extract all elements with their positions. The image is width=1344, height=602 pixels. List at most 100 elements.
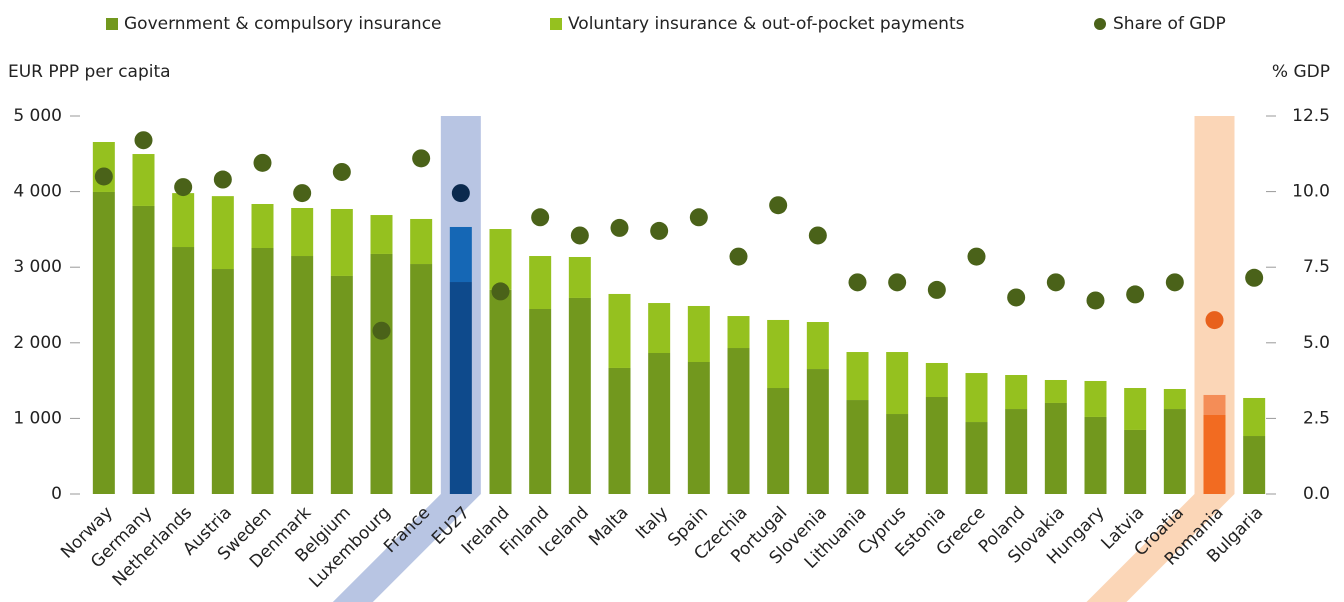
gdp-dot xyxy=(1046,273,1065,292)
legend-marker xyxy=(550,18,562,30)
bar xyxy=(767,319,790,389)
y2-axis-label: % GDP xyxy=(1272,62,1330,82)
bar xyxy=(767,388,790,494)
y2-tick-label: 10.0 xyxy=(1292,182,1330,202)
gdp-dot xyxy=(610,218,629,237)
gdp-dot xyxy=(332,162,351,181)
highlight-band xyxy=(332,116,481,602)
bar xyxy=(608,367,631,494)
gdp-dot xyxy=(769,196,788,215)
legend-label: Voluntary insurance & out-of-pocket paym… xyxy=(568,14,965,34)
y2-tick-label: 2.5 xyxy=(1303,408,1330,428)
gdp-dot xyxy=(1245,268,1264,287)
y-tick-label: 0 xyxy=(51,484,62,504)
gdp-dot xyxy=(729,247,748,266)
bar xyxy=(410,218,433,265)
bar xyxy=(251,247,274,494)
gdp-dot xyxy=(967,247,986,266)
gdp-dot xyxy=(1205,311,1224,330)
gdp-dot xyxy=(174,178,193,197)
bar xyxy=(449,226,472,283)
bar xyxy=(1124,388,1147,430)
bar xyxy=(1084,416,1107,494)
bar xyxy=(251,203,274,248)
y2-tick-label: 5.0 xyxy=(1303,333,1330,353)
gdp-dot xyxy=(1165,273,1184,292)
bar xyxy=(1243,397,1266,437)
bar xyxy=(1044,402,1067,494)
bar xyxy=(687,362,710,494)
gdp-dot xyxy=(927,280,946,299)
gdp-dot xyxy=(213,170,232,189)
legend-label: Share of GDP xyxy=(1113,14,1226,34)
bar xyxy=(1124,429,1147,494)
bar xyxy=(529,309,552,494)
legend-marker xyxy=(1094,18,1106,30)
bar xyxy=(211,196,234,270)
bar xyxy=(1005,375,1028,410)
bar xyxy=(925,362,948,398)
bar xyxy=(529,256,552,310)
bar xyxy=(132,205,155,495)
highlight-band xyxy=(1086,116,1235,602)
bar xyxy=(370,215,393,254)
gdp-dot xyxy=(372,321,391,340)
x-tick-label: Malta xyxy=(585,503,632,550)
gdp-dot xyxy=(531,208,550,227)
bar xyxy=(1203,394,1226,415)
bar xyxy=(291,208,314,257)
bar xyxy=(132,154,155,206)
gdp-dot xyxy=(412,149,431,168)
bar xyxy=(1163,409,1186,494)
bar xyxy=(568,297,591,494)
bar xyxy=(886,352,909,415)
y-tick-label: 4 000 xyxy=(13,182,62,202)
bar xyxy=(330,208,353,276)
legend-label: Government & compulsory insurance xyxy=(124,14,442,34)
gdp-dot xyxy=(650,221,669,240)
bar xyxy=(489,289,512,494)
gdp-dot xyxy=(1007,288,1026,307)
y2-tick-label: 0.0 xyxy=(1303,484,1330,504)
gdp-dot xyxy=(570,226,589,245)
gdp-dot xyxy=(848,273,867,292)
gdp-dot xyxy=(1126,285,1145,304)
bar xyxy=(568,256,591,298)
gdp-dot xyxy=(94,167,113,186)
bar xyxy=(410,264,433,494)
bar xyxy=(846,400,869,494)
bar xyxy=(1044,379,1067,403)
gdp-dot xyxy=(451,184,470,203)
bar xyxy=(489,229,512,290)
gdp-dot xyxy=(253,153,272,172)
bar xyxy=(370,253,393,494)
bar xyxy=(886,414,909,494)
gdp-dot xyxy=(689,208,708,227)
y2-tick-label: 7.5 xyxy=(1303,257,1330,277)
gdp-dot xyxy=(491,282,510,301)
bar xyxy=(648,353,671,494)
bar xyxy=(727,348,750,494)
y2-tick-label: 12.5 xyxy=(1292,106,1330,126)
bar xyxy=(806,322,829,370)
bar xyxy=(608,293,631,368)
bar xyxy=(687,305,710,363)
bar xyxy=(806,369,829,494)
bar xyxy=(1005,409,1028,494)
bar xyxy=(846,352,869,401)
bar xyxy=(1203,414,1226,494)
bar xyxy=(965,373,988,423)
bar xyxy=(1243,436,1266,494)
bar xyxy=(449,282,472,494)
y-tick-label: 1 000 xyxy=(13,408,62,428)
bar xyxy=(172,193,195,248)
y-tick-label: 5 000 xyxy=(13,106,62,126)
bar xyxy=(965,422,988,494)
legend-marker xyxy=(106,18,118,30)
bar xyxy=(211,269,234,494)
y-tick-label: 3 000 xyxy=(13,257,62,277)
gdp-dot xyxy=(293,184,312,203)
bar xyxy=(291,256,314,494)
